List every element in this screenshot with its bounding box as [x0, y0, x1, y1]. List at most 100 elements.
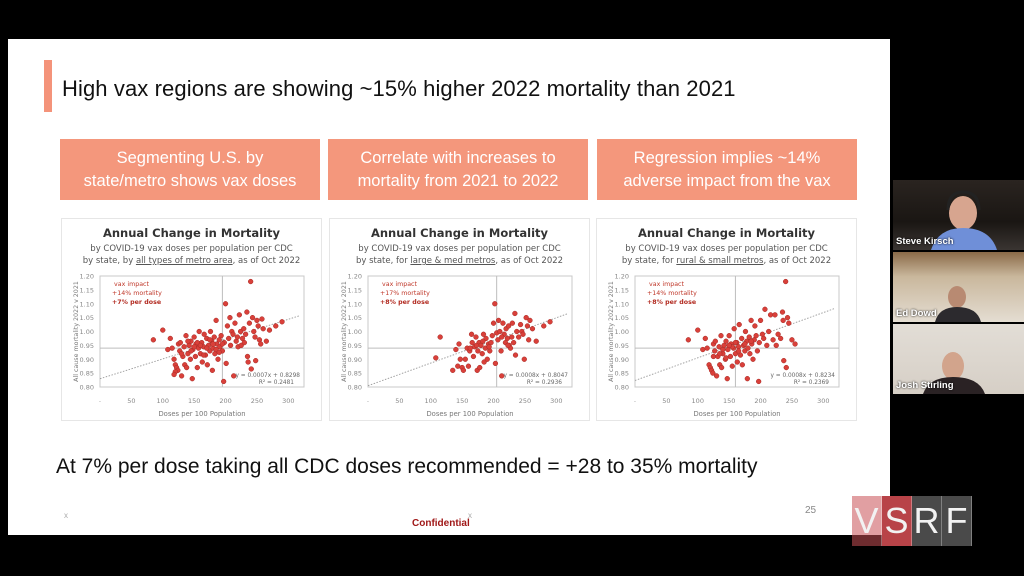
- y-tick-label: 0.85: [80, 370, 94, 378]
- data-point: [224, 323, 231, 329]
- data-point: [178, 373, 185, 379]
- chart-card-large-med-metros: Annual Change in Mortality by COVID-19 va…: [329, 218, 590, 421]
- data-point: [499, 373, 505, 379]
- data-point: [227, 314, 233, 321]
- data-point: [712, 348, 718, 354]
- subtitle-line: by state, for large & med metros, as of …: [330, 255, 589, 267]
- y-tick-label: 1.10: [615, 300, 629, 308]
- data-point: [473, 334, 479, 340]
- data-point: [197, 342, 204, 349]
- data-point: [253, 357, 259, 364]
- data-point: [766, 328, 772, 335]
- data-point: [761, 335, 767, 342]
- data-point: [467, 345, 473, 351]
- y-axis-label: All cause mortality 2022 v 2021: [608, 281, 615, 382]
- vax-impact-annotation: +14% mortality: [647, 290, 697, 297]
- data-point: [731, 326, 737, 332]
- box-line: mortality from 2021 to 2022: [357, 171, 559, 190]
- y-tick-label: 0.80: [615, 384, 629, 392]
- data-point: [744, 376, 751, 382]
- x-axis-label: Doses per 100 Population: [693, 410, 780, 418]
- data-point: [484, 356, 490, 362]
- data-point: [742, 341, 748, 347]
- conclusion-text: At 7% per dose taking all CDC doses reco…: [56, 455, 758, 478]
- data-point: [754, 348, 761, 354]
- data-point: [475, 348, 481, 354]
- chart-subtitle: by COVID-19 vax doses per population per…: [330, 243, 589, 267]
- video-tile-josh-stirling[interactable]: Josh Stirling: [893, 324, 1024, 394]
- page-number: 25: [805, 505, 817, 516]
- data-point: [222, 301, 229, 307]
- chart-subtitle: by COVID-19 vax doses per population per…: [597, 243, 856, 267]
- vax-impact-annotation: +17% mortality: [380, 290, 430, 297]
- data-point: [219, 341, 226, 347]
- data-point: [734, 359, 740, 365]
- logo-letter: V: [852, 496, 882, 546]
- r-squared-label: R² = 0.2369: [794, 379, 829, 386]
- data-point: [200, 352, 207, 358]
- data-point: [509, 334, 515, 340]
- video-tile-steve-kirsch[interactable]: Steve Kirsch: [893, 180, 1024, 250]
- data-point: [718, 364, 725, 371]
- data-point: [695, 327, 701, 333]
- chart-card-rural-small-metros: Annual Change in Mortality by COVID-19 va…: [596, 218, 857, 421]
- y-axis-label: All cause mortality 2022 v 2021: [73, 281, 80, 382]
- x-tick-label: 200: [487, 397, 499, 405]
- y-tick-label: 0.90: [80, 356, 94, 364]
- data-point: [209, 367, 216, 374]
- data-point: [757, 317, 764, 324]
- data-point: [533, 338, 539, 344]
- data-point: [192, 353, 199, 360]
- y-tick-label: 0.80: [348, 384, 362, 392]
- y-tick-label: 1.15: [615, 286, 629, 294]
- subtitle-text: , as of Oct 2022: [495, 256, 564, 266]
- x-tick-label: 100: [157, 397, 169, 405]
- y-tick-label: 1.20: [80, 273, 94, 281]
- data-point: [717, 351, 723, 357]
- data-point: [210, 341, 216, 347]
- y-tick-label: 0.85: [615, 370, 629, 378]
- y-tick-label: 1.15: [80, 286, 94, 294]
- y-tick-label: 0.95: [348, 342, 362, 350]
- data-point: [181, 344, 187, 350]
- data-points: [433, 301, 553, 379]
- data-point: [529, 326, 536, 332]
- data-point: [178, 351, 185, 357]
- x-tick-label: 100: [692, 397, 704, 405]
- data-point: [171, 356, 177, 362]
- data-point: [723, 355, 729, 361]
- data-point: [479, 351, 485, 357]
- data-point: [204, 345, 210, 351]
- data-point: [700, 346, 706, 353]
- confidential-label: Confidential: [412, 518, 470, 529]
- data-point: [183, 333, 189, 339]
- data-point: [279, 319, 285, 325]
- video-tile-ed-dowd[interactable]: Ed Dowd: [893, 252, 1024, 322]
- data-point: [499, 334, 505, 340]
- data-points: [150, 278, 285, 385]
- data-point: [512, 310, 518, 317]
- data-point: [255, 323, 261, 329]
- data-point: [150, 337, 157, 343]
- data-point: [772, 312, 778, 318]
- y-tick-label: 0.85: [348, 370, 362, 378]
- data-point: [500, 320, 506, 326]
- participant-name: Steve Kirsch: [896, 236, 954, 247]
- data-point: [490, 320, 497, 326]
- data-point: [756, 378, 762, 385]
- vsrf-watermark-logo: V S R F: [852, 496, 972, 546]
- data-point: [230, 331, 236, 337]
- title-accent-bar: [44, 60, 52, 112]
- scatter-plot: 0.80 0.85 0.90 0.95 1.00 1.05 1.10 1.15 1.20 - 50 1…: [608, 273, 840, 418]
- x-tick-label: 300: [550, 397, 562, 405]
- presentation-slide: High vax regions are showing ~15% higher…: [8, 39, 890, 535]
- trendline-equation: y = 0.0008x + 0.8047: [503, 373, 568, 379]
- participant-video: [931, 190, 997, 250]
- x-tick-label: 200: [754, 397, 766, 405]
- data-point: [204, 362, 210, 368]
- y-tick-label: 1.05: [80, 314, 94, 322]
- subtitle-line: by COVID-19 vax doses per population per…: [90, 244, 293, 254]
- data-point: [486, 344, 492, 350]
- data-point: [480, 331, 487, 337]
- data-point: [521, 356, 527, 362]
